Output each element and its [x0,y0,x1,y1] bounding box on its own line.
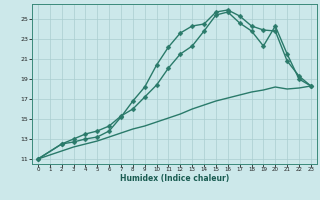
X-axis label: Humidex (Indice chaleur): Humidex (Indice chaleur) [120,174,229,183]
